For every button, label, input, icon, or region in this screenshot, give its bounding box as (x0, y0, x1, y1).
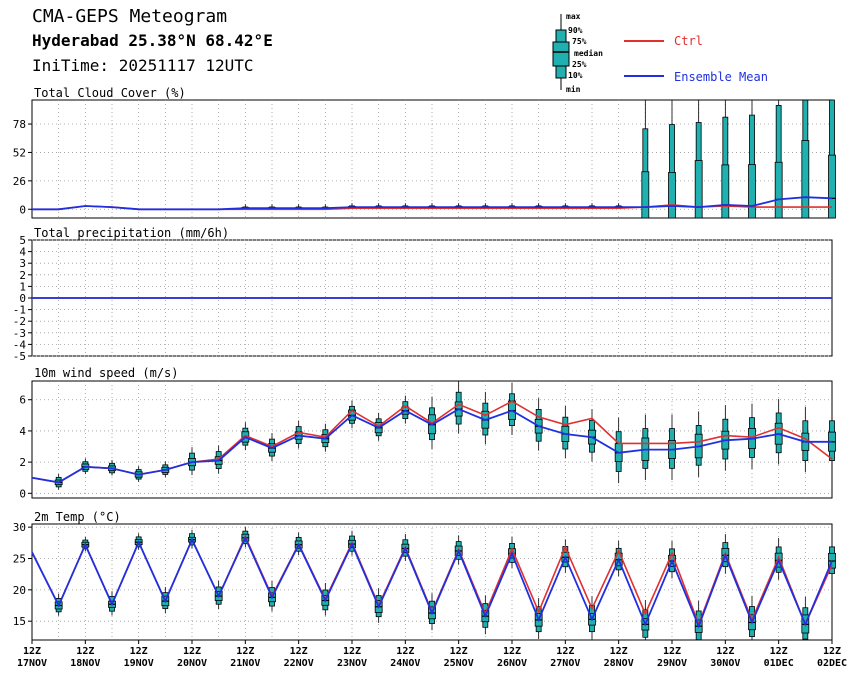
location-label: Hyderabad 25.38°N 68.42°E (32, 31, 273, 50)
y-tick-label: -5 (13, 350, 26, 363)
y-tick-label: 78 (13, 118, 26, 131)
legend-ctrl-label: Ctrl (674, 34, 703, 48)
x-hour-label: 12Z (556, 646, 574, 657)
x-day-label: 22NOV (284, 658, 314, 669)
x-hour-label: 12Z (450, 646, 468, 657)
y-tick-label: 30 (13, 521, 26, 534)
y-tick-label: 15 (13, 615, 26, 628)
x-day-label: 30NOV (710, 658, 740, 669)
x-day-label: 02DEC (817, 658, 847, 669)
legend-p25-label: 25% (572, 60, 587, 69)
legend: max 90% 75% median 25% 10% min Ctrl Ense… (552, 12, 768, 94)
box-inner (828, 154, 836, 219)
x-hour-label: 12Z (76, 646, 94, 657)
ensemble-mean-series-line (31, 535, 833, 629)
y-tick-label: -2 (13, 315, 26, 328)
y-tick-label: 25 (13, 552, 26, 565)
ensemble-mean-series-line (32, 196, 833, 211)
legend-box-inner (552, 41, 570, 67)
box-inner (641, 171, 650, 219)
x-hour-label: 12Z (236, 646, 254, 657)
legend-median-label: median (574, 48, 603, 58)
x-axis: 12Z17NOV12Z18NOV12Z19NOV12Z20NOV12Z21NOV… (17, 640, 847, 669)
x-hour-label: 12Z (610, 646, 628, 657)
box-inner (694, 160, 703, 219)
x-day-label: 28NOV (604, 658, 634, 669)
x-day-label: 20NOV (177, 658, 207, 669)
y-tick-label: 0 (19, 487, 26, 500)
panel-4: 15 20 25 30 (13, 521, 836, 641)
x-day-label: 26NOV (497, 658, 527, 669)
legend-max-label: max (566, 12, 581, 21)
box-inner (748, 164, 756, 219)
x-hour-label: 12Z (130, 646, 148, 657)
x-day-label: 01DEC (764, 658, 794, 669)
x-hour-label: 12Z (290, 646, 308, 657)
x-hour-label: 12Z (823, 646, 841, 657)
box-inner (801, 140, 810, 219)
box-inner (774, 161, 783, 219)
box-inner (668, 172, 676, 219)
y-tick-label: 2 (19, 269, 26, 282)
y-tick-label: -3 (13, 327, 26, 340)
x-day-label: 18NOV (70, 658, 100, 669)
x-day-label: 19NOV (124, 658, 154, 669)
x-day-label: 17NOV (17, 658, 47, 669)
x-hour-label: 12Z (183, 646, 201, 657)
x-day-label: 21NOV (230, 658, 260, 669)
y-tick-label: 4 (19, 425, 26, 438)
box-inner (721, 164, 730, 219)
y-tick-label: 6 (19, 394, 26, 407)
init-time-label: IniTime: 20251117 12UTC (32, 56, 254, 75)
legend-mean-label: Ensemble Mean (674, 70, 768, 84)
y-tick-label: 20 (13, 584, 26, 597)
chart-title: CMA-GEPS Meteogram (32, 6, 228, 27)
x-hour-label: 12Z (396, 646, 414, 657)
x-hour-label: 12Z (23, 646, 41, 657)
panel-title-temp: 2m Temp (°C) (34, 510, 121, 524)
x-day-label: 27NOV (550, 658, 580, 669)
y-tick-label: 52 (13, 146, 26, 159)
panel-title-cloud: Total Cloud Cover (%) (34, 86, 186, 100)
y-tick-label: 1 (19, 280, 26, 293)
legend-min-label: min (566, 84, 581, 94)
y-tick-label: 3 (19, 257, 26, 270)
legend-p90-label: 90% (568, 26, 583, 35)
x-hour-label: 12Z (343, 646, 361, 657)
y-tick-label: -4 (13, 338, 27, 351)
x-day-label: 24NOV (390, 658, 420, 669)
panel-title-precip: Total precipitation (mm/6h) (34, 226, 229, 240)
legend-p75-label: 75% (572, 37, 587, 46)
x-day-label: 25NOV (444, 658, 474, 669)
y-tick-label: 0 (19, 203, 26, 216)
y-tick-label: 2 (19, 456, 26, 469)
y-tick-label: 4 (19, 246, 26, 259)
y-tick-label: -1 (13, 304, 26, 317)
x-hour-label: 12Z (770, 646, 788, 657)
x-hour-label: 12Z (716, 646, 734, 657)
y-tick-label: 5 (19, 234, 26, 247)
y-tick-label: 0 (19, 292, 26, 305)
x-hour-label: 12Z (503, 646, 521, 657)
legend-p10-label: 10% (568, 71, 583, 80)
panel-title-wind: 10m wind speed (m/s) (34, 366, 179, 380)
x-hour-label: 12Z (663, 646, 681, 657)
x-day-label: 23NOV (337, 658, 367, 669)
x-day-label: 29NOV (657, 658, 687, 669)
panel-1: 0 26 52 78 (13, 99, 836, 219)
y-tick-label: 26 (13, 175, 26, 188)
ensemble-mean-series-line (31, 408, 832, 484)
panel-3: 0 2 4 6 (19, 380, 836, 500)
